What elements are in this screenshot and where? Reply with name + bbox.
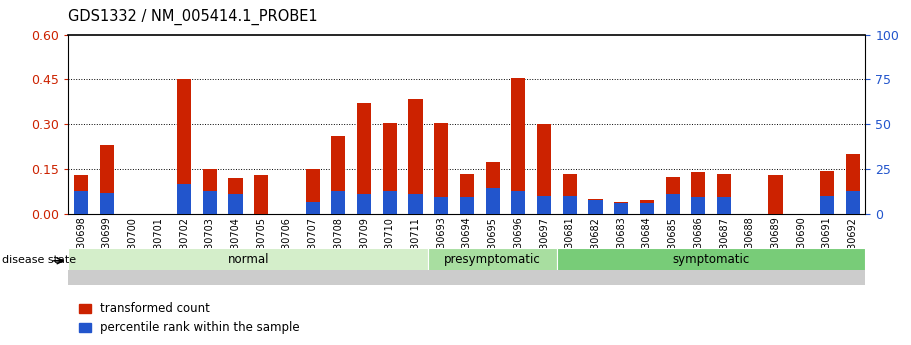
- Bar: [511, 78, 526, 214]
- Bar: [408, 195, 423, 214]
- Bar: [177, 184, 191, 214]
- Bar: [486, 161, 499, 214]
- Bar: [229, 178, 242, 214]
- Bar: [486, 188, 499, 214]
- Bar: [614, 204, 629, 214]
- Bar: [589, 200, 602, 214]
- Bar: [820, 196, 834, 214]
- Bar: [357, 103, 371, 214]
- Bar: [511, 191, 526, 214]
- Bar: [845, 191, 860, 214]
- Bar: [202, 191, 217, 214]
- Bar: [332, 136, 345, 214]
- Bar: [254, 175, 268, 214]
- Text: disease state: disease state: [2, 256, 76, 265]
- Bar: [305, 202, 320, 214]
- Bar: [537, 196, 551, 214]
- Bar: [820, 170, 834, 214]
- Bar: [717, 197, 732, 214]
- Bar: [68, 248, 428, 271]
- Text: presymptomatic: presymptomatic: [445, 253, 541, 266]
- Bar: [357, 195, 371, 214]
- Bar: [435, 197, 448, 214]
- Legend: transformed count, percentile rank within the sample: transformed count, percentile rank withi…: [74, 298, 304, 339]
- Bar: [408, 99, 423, 214]
- Bar: [691, 197, 705, 214]
- Bar: [563, 174, 577, 214]
- Bar: [74, 191, 88, 214]
- Bar: [845, 154, 860, 214]
- Text: GDS1332 / NM_005414.1_PROBE1: GDS1332 / NM_005414.1_PROBE1: [68, 9, 318, 25]
- Bar: [768, 175, 783, 214]
- Bar: [460, 197, 474, 214]
- Text: normal: normal: [228, 253, 269, 266]
- Text: symptomatic: symptomatic: [672, 253, 750, 266]
- Bar: [640, 200, 654, 214]
- Bar: [100, 193, 114, 214]
- Bar: [537, 124, 551, 214]
- Bar: [435, 123, 448, 214]
- Bar: [563, 196, 577, 214]
- Bar: [589, 199, 602, 214]
- Bar: [305, 169, 320, 214]
- Bar: [383, 191, 397, 214]
- Bar: [332, 191, 345, 214]
- Bar: [229, 195, 242, 214]
- Bar: [557, 248, 865, 271]
- Bar: [460, 174, 474, 214]
- Bar: [74, 175, 88, 214]
- Bar: [614, 202, 629, 214]
- Bar: [640, 203, 654, 214]
- Bar: [691, 172, 705, 214]
- Bar: [666, 195, 680, 214]
- Bar: [428, 248, 557, 271]
- Bar: [383, 123, 397, 214]
- Bar: [717, 174, 732, 214]
- Bar: [202, 169, 217, 214]
- Bar: [177, 79, 191, 214]
- Bar: [666, 177, 680, 214]
- Bar: [100, 145, 114, 214]
